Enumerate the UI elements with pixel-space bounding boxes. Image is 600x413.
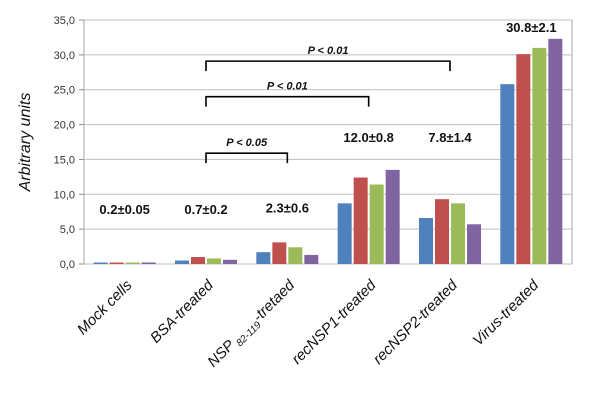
significance-label: P < 0.01 bbox=[308, 45, 349, 57]
y-tick-label: 0,0 bbox=[60, 259, 75, 271]
y-tick-label: 15,0 bbox=[54, 154, 75, 166]
significance-bracket bbox=[205, 60, 451, 72]
x-tick-label-text: Mock cells bbox=[74, 276, 136, 338]
value-annotation: 7.8±1.4 bbox=[428, 130, 472, 145]
bar bbox=[419, 217, 433, 264]
bar bbox=[256, 252, 271, 264]
x-tick-label: Mock cells bbox=[74, 276, 136, 338]
x-tick-label: BSA-treated bbox=[147, 276, 217, 346]
x-tick-label: recNSP1-treated bbox=[288, 276, 379, 367]
y-tick-label: 35,0 bbox=[54, 15, 75, 27]
significance-layer: P < 0.01 P < 0.01 P < 0.05 bbox=[205, 45, 451, 164]
bar bbox=[191, 257, 205, 264]
significance-label: P < 0.05 bbox=[226, 137, 268, 149]
x-tick-label-suffix: -tretaed bbox=[250, 276, 299, 325]
bar bbox=[304, 254, 319, 264]
bar bbox=[109, 262, 124, 264]
bar bbox=[548, 38, 563, 264]
grid-layer: 0,0 5,0 10,0 15,0 20,0 25,0 30,0 35,0 bbox=[54, 15, 572, 271]
bar bbox=[369, 184, 384, 264]
y-tick-label: 30,0 bbox=[54, 50, 75, 62]
bar bbox=[353, 177, 368, 264]
bar bbox=[532, 47, 547, 265]
significance-bracket bbox=[205, 152, 289, 164]
bar bbox=[93, 262, 108, 264]
value-annotation: 30.8±2.1 bbox=[506, 20, 557, 35]
value-annotation: 12.0±0.8 bbox=[343, 130, 394, 145]
bars-layer bbox=[93, 38, 563, 265]
bar bbox=[223, 259, 237, 264]
value-annotation: 0.2±0.05 bbox=[99, 202, 150, 217]
bar bbox=[516, 54, 531, 264]
x-tick-label: Virus-treated bbox=[470, 276, 543, 349]
y-axis-label: Arbitrary units bbox=[17, 93, 34, 193]
y-tick-label: 10,0 bbox=[54, 189, 75, 201]
x-tick-label-text: BSA-treated bbox=[147, 276, 217, 346]
bar bbox=[385, 169, 400, 264]
annotation-layer: 0.2±0.05 0.7±0.2 2.3±0.6 12.0±0.8 7.8±1.4 30.… bbox=[99, 20, 556, 217]
value-annotation: 2.3±0.6 bbox=[266, 200, 309, 215]
y-tick-label: 5,0 bbox=[60, 224, 75, 236]
bar bbox=[272, 242, 287, 264]
y-tick-label: 20,0 bbox=[54, 120, 75, 132]
bar bbox=[141, 262, 156, 264]
x-tick-label: NSP 82-119-tretaed bbox=[204, 276, 300, 372]
value-annotation: 0.7±0.2 bbox=[184, 202, 227, 217]
x-tick-label-text: recNSP2-treated bbox=[370, 276, 461, 367]
y-tick-label: 25,0 bbox=[54, 85, 75, 97]
x-tick-label-text: recNSP1-treated bbox=[288, 276, 379, 367]
bar bbox=[288, 247, 303, 264]
bar bbox=[451, 203, 465, 264]
x-tick-label: recNSP2-treated bbox=[370, 276, 461, 367]
bar bbox=[125, 262, 140, 264]
x-tick-label-text: Virus-treated bbox=[470, 276, 543, 349]
significance-bracket bbox=[205, 95, 370, 107]
bar bbox=[500, 84, 515, 264]
bar bbox=[337, 203, 352, 264]
bar bbox=[467, 224, 481, 264]
bar bbox=[175, 260, 189, 264]
bar bbox=[207, 258, 221, 264]
significance-label: P < 0.01 bbox=[267, 81, 308, 93]
bar bbox=[435, 199, 449, 264]
